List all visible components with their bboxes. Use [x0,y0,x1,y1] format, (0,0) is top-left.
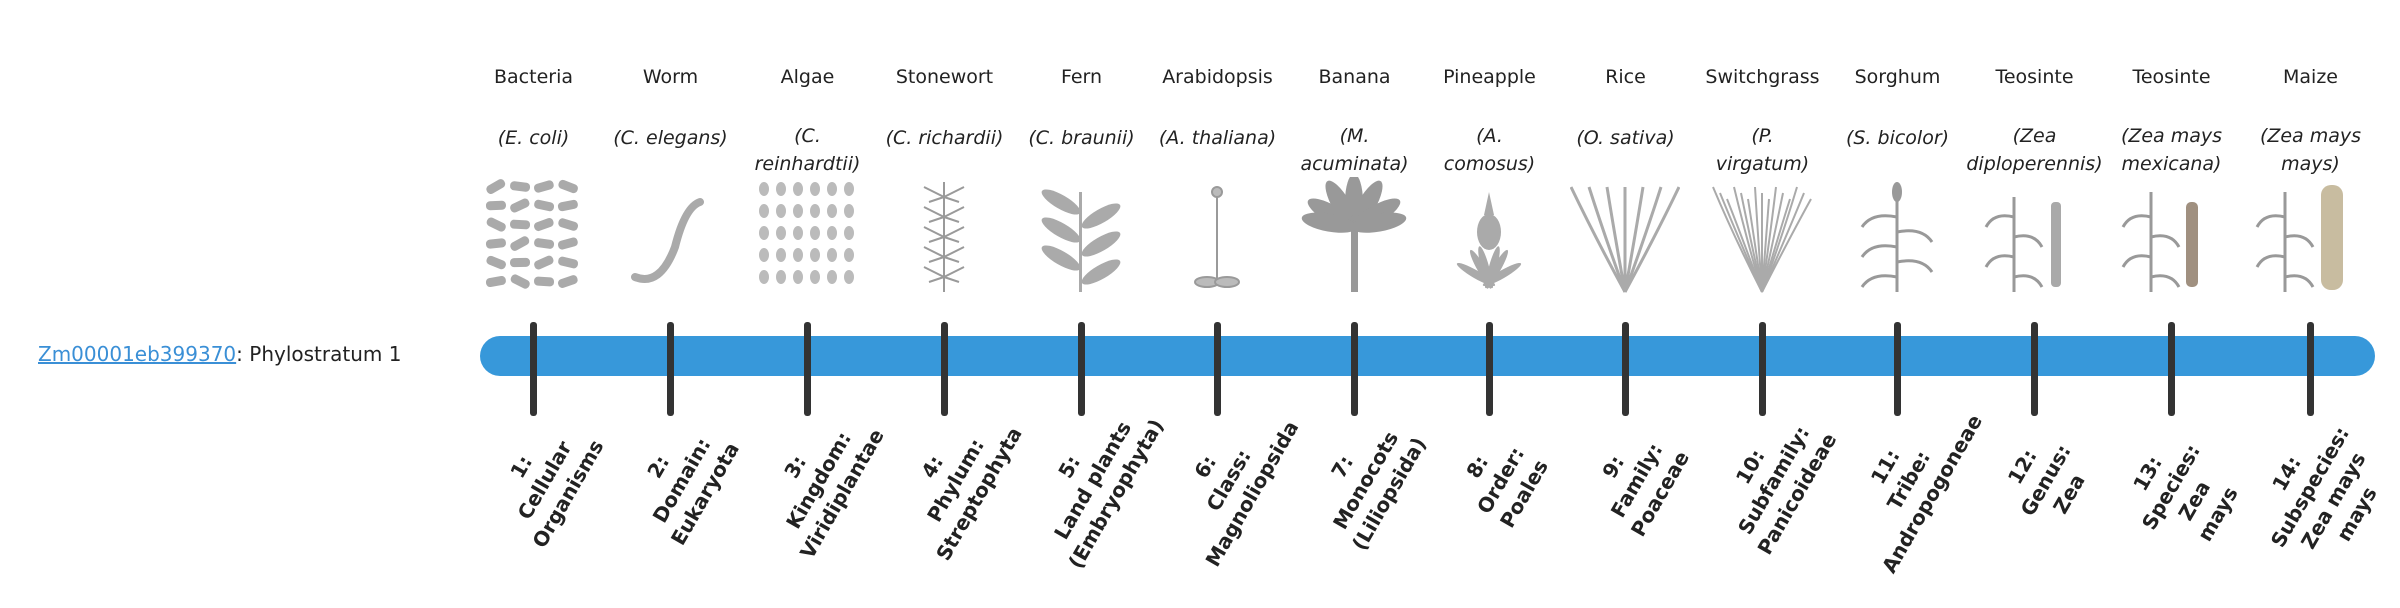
species-line: (E. coli) [497,127,570,149]
species-line: (M. [1339,125,1370,147]
organism-species-name: (A. thaliana) [1149,124,1286,152]
species-line: acuminata) [1300,153,1409,175]
organism-species-name: (C. braunii) [1013,124,1150,152]
stratum-tick[interactable] [2031,322,2038,416]
stratum-label: 1: Cellular Organisms [460,374,630,588]
species-line: (C. richardii) [885,127,1004,149]
organism-common-name: Teosinte [2132,66,2211,88]
organism-common-name: Banana [1318,66,1391,88]
stratum-tick[interactable] [1078,322,1085,416]
bacteria-image [478,177,588,297]
species-line: mexicana) [2121,153,2222,175]
organism-common-name: Algae [780,66,835,88]
stratum-label: 5: Land plants (Embryophyta) [1008,374,1178,588]
stratum-label: 9: Family: Poaceae [1552,374,1722,588]
species-line: comosus) [1443,153,1536,175]
stratum-tick[interactable] [2307,322,2314,416]
organism-species-name: (Zea mays mexicana) [2103,122,2240,178]
stratum-tick[interactable] [1486,322,1493,416]
fern-image [1026,177,1136,297]
worm-image [615,177,725,297]
stratum-tick[interactable] [804,322,811,416]
phylostratum-text: : Phylostratum 1 [236,342,402,366]
species-line: (P. [1751,125,1774,147]
organism-species-name: (C. reinhardtii) [739,122,876,178]
stratum-label: 11: Tribe: Andropogoneae [1824,374,1994,588]
gene-label: Zm00001eb399370: Phylostratum 1 [38,342,401,366]
species-line: (C. [794,125,821,147]
phylostratum-bar [480,336,2375,376]
stratum-label: 10: Subfamily: Panicoideae [1689,374,1859,588]
pineapple-image [1434,177,1544,297]
stratum-tick[interactable] [1894,322,1901,416]
rice-image [1569,177,1681,297]
stratum-tick[interactable] [1759,322,1766,416]
organism-common-name: Worm [642,66,699,88]
stratum-label: 8: Order: Poales [1416,374,1586,588]
species-line: diploperennis) [1966,153,2103,175]
organism-common-name: Arabidopsis [1162,66,1273,88]
organism-common-name: Maize [2283,66,2338,88]
organism-species-name: (S. bicolor) [1829,124,1966,152]
organism-species-name: (C. elegans) [602,124,739,152]
stratum-tick[interactable] [1214,322,1221,416]
organism-common-name: Bacteria [494,66,573,88]
gene-id-link[interactable]: Zm00001eb399370 [38,342,237,366]
algae-image [752,177,862,297]
species-line: (O. sativa) [1576,127,1675,149]
organism-species-name: (C. richardii) [876,124,1013,152]
species-line: mays) [2281,153,2340,175]
teosinte-image [2116,177,2226,297]
teosinte-image [1979,177,2089,297]
organism-common-name: Fern [1060,66,1103,88]
organism-common-name: Rice [1605,66,1646,88]
organism-species-name: (Zea diploperennis) [1966,122,2103,178]
stratum-tick[interactable] [1351,322,1358,416]
maize-image [2255,177,2365,297]
species-line: (C. elegans) [613,127,728,149]
stratum-label: 6: Class: Magnoliopsida [1144,374,1314,588]
species-line: reinhardtii) [754,153,861,175]
stratum-tick[interactable] [2168,322,2175,416]
stratum-label: 14: Subspecies: Zea mays mays [2225,380,2400,607]
organism-common-name: Sorghum [1854,66,1941,88]
organism-species-name: (Zea mays mays) [2242,122,2379,178]
organism-species-name: (M. acuminata) [1286,122,1423,178]
species-line: (Zea mays [2259,125,2362,147]
stratum-tick[interactable] [530,322,537,416]
organism-species-name: (O. sativa) [1557,124,1694,152]
organism-common-name: Pineapple [1443,66,1536,88]
stratum-tick[interactable] [941,322,948,416]
switchgrass-image [1707,177,1817,297]
banana-image [1299,174,1409,297]
stratum-label: 7: Monocots (Liliopsida) [1281,374,1451,588]
stonewort-image [889,177,999,297]
species-line: (C. braunii) [1028,127,1135,149]
organism-species-name: (E. coli) [465,124,602,152]
species-line: (Zea mays [2120,125,2223,147]
stratum-label: 4: Phylum: Streptophyta [871,374,1041,588]
organism-common-name: Stonewort [895,66,994,88]
stratum-label: 3: Kingdom: Viridiplantae [734,374,904,588]
sorghum-image [1842,177,1952,297]
stratum-label: 2: Domain: Eukaryota [597,374,767,588]
stratum-tick[interactable] [667,322,674,416]
arabidopsis-image [1162,177,1272,297]
species-line: (S. bicolor) [1845,127,1950,149]
species-line: (Zea [2012,125,2057,147]
species-line: virgatum) [1715,153,1810,175]
organism-species-name: (P. virgatum) [1694,122,1831,178]
species-line: (A. [1476,125,1503,147]
organism-species-name: (A. comosus) [1421,122,1558,178]
species-line: (A. thaliana) [1158,127,1277,149]
stratum-tick[interactable] [1622,322,1629,416]
organism-common-name: Switchgrass [1705,66,1820,88]
organism-common-name: Teosinte [1995,66,2074,88]
